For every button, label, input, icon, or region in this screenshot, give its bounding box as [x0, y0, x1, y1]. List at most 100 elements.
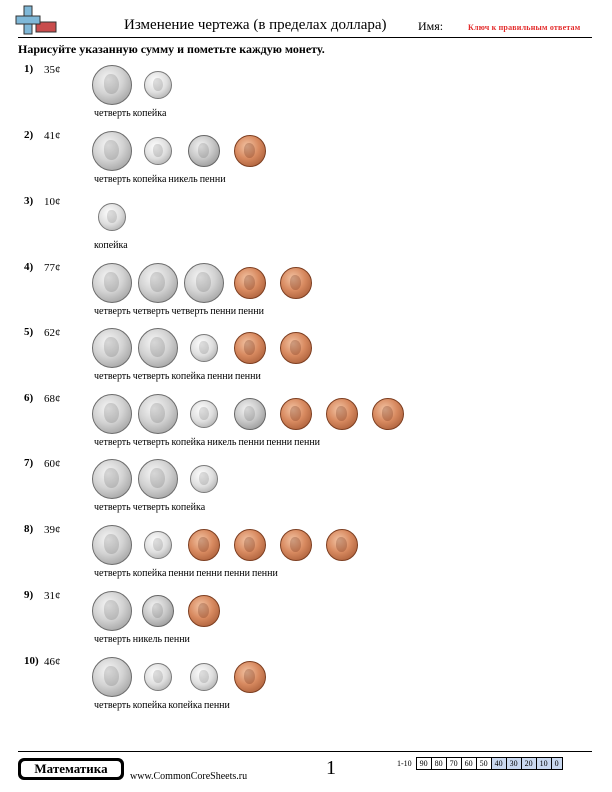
score-cell: 20	[520, 757, 537, 770]
penny-coin-icon	[188, 595, 220, 627]
coin-label: пенни	[199, 174, 226, 185]
score-row: 1-10 90 80 70 60 50 40 30 20 10 0	[394, 757, 563, 770]
instructions: Нарисуйте указанную сумму и пометьте каж…	[18, 42, 325, 56]
problem-number: 9)	[24, 589, 34, 601]
dime-coin-icon	[190, 663, 218, 691]
score-cell: 30	[505, 757, 522, 770]
penny-coin-icon	[326, 529, 358, 561]
coin-labels: четверть четверть копейка никель пенни пенни п…	[94, 437, 322, 448]
coin-labels: четверть четверть копейка	[94, 502, 207, 513]
coin-labels: четверть копейка пенни пенни пенни пенни	[94, 568, 280, 579]
coin-label: копейка	[168, 700, 203, 711]
problem-9: 9) 31¢ четверть никель пенни	[0, 589, 612, 653]
coin-label: пенни	[207, 371, 233, 382]
coin-labels: четверть копейка	[94, 108, 168, 119]
coin-label: пенни	[251, 568, 278, 579]
quarter-coin-icon	[92, 65, 132, 105]
coin-label: четверть	[94, 437, 131, 448]
coin-label: пенни	[196, 568, 223, 579]
penny-coin-icon	[326, 398, 358, 430]
coin-label: пенни	[235, 371, 261, 382]
problem-amount: 46¢	[44, 656, 61, 668]
page-number: 1	[326, 757, 336, 779]
score-cell: 80	[430, 757, 447, 770]
penny-coin-icon	[234, 332, 266, 364]
problem-number: 1)	[24, 63, 34, 75]
dime-coin-icon	[190, 465, 218, 493]
coin-label: четверть	[94, 568, 131, 579]
coin-label: пенни	[210, 306, 237, 317]
coin-labels: четверть четверть четверть пенни пенни	[94, 306, 266, 317]
problem-amount: 68¢	[44, 393, 61, 405]
quarter-coin-icon	[92, 591, 132, 631]
coin-label: пенни	[238, 437, 265, 448]
coin-label: пенни	[266, 437, 293, 448]
coin-labels: копейка	[94, 240, 130, 251]
problem-amount: 31¢	[44, 590, 61, 602]
quarter-coin-icon	[92, 263, 132, 303]
dime-coin-icon	[144, 663, 172, 691]
coin-label: копейка	[132, 108, 167, 119]
problem-6: 6) 68¢ четверть четверть копейка никель пенни п…	[0, 392, 612, 456]
coin-label: никель	[207, 437, 237, 448]
score-cell: 50	[475, 757, 492, 770]
coin-label: четверть	[94, 108, 131, 119]
coin-labels: четверть копейка копейка пенни	[94, 700, 232, 711]
penny-coin-icon	[188, 529, 220, 561]
coin-label: никель	[132, 634, 163, 645]
problem-number: 10)	[24, 655, 39, 667]
penny-coin-icon	[280, 332, 312, 364]
brand-label: Математика	[21, 761, 121, 777]
coin-label: четверть	[132, 502, 170, 513]
problem-amount: 41¢	[44, 130, 61, 142]
coin-label: четверть	[94, 371, 131, 382]
coin-label: копейка	[171, 371, 206, 382]
coin-label: копейка	[132, 700, 167, 711]
coin-label: четверть	[94, 634, 131, 645]
quarter-coin-icon	[138, 459, 178, 499]
coin-label: четверть	[171, 306, 209, 317]
score-table: 1-10 90 80 70 60 50 40 30 20 10 0	[394, 757, 563, 770]
quarter-coin-icon	[138, 263, 178, 303]
coin-label: пенни	[164, 634, 190, 645]
name-label: Имя:	[418, 19, 444, 33]
coin-label: пенни	[224, 568, 250, 579]
nickel-coin-icon	[234, 398, 266, 430]
quarter-coin-icon	[92, 525, 132, 565]
problem-7: 7) 60¢ четверть четверть копейка	[0, 457, 612, 521]
dime-coin-icon	[98, 203, 126, 231]
problem-number: 8)	[24, 523, 34, 535]
coin-label: четверть	[132, 371, 170, 382]
coin-label: четверть	[132, 306, 170, 317]
coin-labels: четверть четверть копейка пенни пенни	[94, 371, 263, 382]
problem-number: 6)	[24, 392, 34, 404]
problem-number: 2)	[24, 129, 34, 141]
quarter-coin-icon	[138, 328, 178, 368]
quarter-coin-icon	[138, 394, 178, 434]
site-url: www.CommonCoreSheets.ru	[130, 771, 248, 782]
coin-label: копейка	[132, 174, 167, 185]
coin-label: четверть	[94, 306, 131, 317]
coin-label: пенни	[204, 700, 230, 711]
score-cell: 0	[550, 757, 563, 770]
problem-2: 2) 41¢ четверть копейка никель пенни	[0, 129, 612, 193]
worksheet-title: Изменение чертежа (в пределах доллара)	[124, 17, 387, 33]
coin-label: копейка	[94, 240, 128, 251]
problem-amount: 39¢	[44, 524, 61, 536]
score-cell: 40	[490, 757, 507, 770]
coin-label: четверть	[94, 700, 131, 711]
nickel-coin-icon	[142, 595, 174, 627]
penny-coin-icon	[280, 398, 312, 430]
quarter-coin-icon	[92, 328, 132, 368]
problem-number: 4)	[24, 261, 34, 273]
coin-label: копейка	[171, 502, 206, 513]
quarter-coin-icon	[92, 131, 132, 171]
penny-coin-icon	[234, 135, 266, 167]
problem-5: 5) 62¢ четверть четверть копейка пенни пенни	[0, 326, 612, 390]
problem-number: 7)	[24, 457, 34, 469]
score-cell: 60	[460, 757, 477, 770]
penny-coin-icon	[234, 529, 266, 561]
problem-amount: 62¢	[44, 327, 61, 339]
score-cell: 90	[415, 757, 432, 770]
dime-coin-icon	[190, 400, 218, 428]
